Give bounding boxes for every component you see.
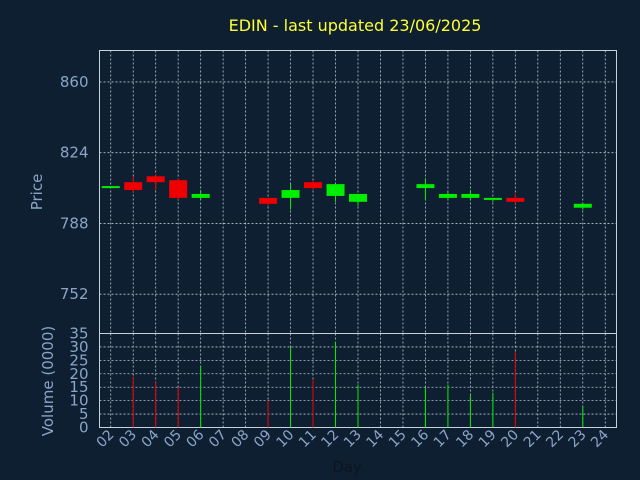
x-tick-label: 09 [251, 427, 275, 451]
x-tick-label: 07 [206, 427, 230, 451]
candle-body [146, 176, 165, 183]
x-tick-label: 02 [94, 427, 118, 451]
x-tick-label: 20 [498, 427, 522, 451]
x-tick-label: 10 [273, 427, 297, 451]
x-tick-label: 19 [476, 427, 500, 451]
x-axis: 0203040506070809101112131415161718192021… [94, 427, 612, 451]
x-tick-label: 04 [139, 427, 163, 451]
x-tick-label: 18 [453, 427, 477, 451]
volume-tick-label: 30 [69, 338, 88, 356]
x-tick-label: 08 [229, 427, 253, 451]
candle-body [416, 184, 435, 189]
x-tick-label: 15 [386, 427, 410, 451]
chart-title: EDIN - last updated 23/06/2025 [229, 16, 482, 35]
candle-body [438, 193, 457, 198]
candle-body [506, 197, 525, 202]
volume-tick-label: 25 [69, 351, 88, 369]
volume-tick-label: 10 [69, 392, 88, 410]
candle-body [124, 182, 143, 191]
x-axis-label: Day [332, 458, 362, 476]
x-tick-label: 24 [588, 427, 612, 451]
x-tick-label: 21 [521, 427, 545, 451]
price-tick-label: 752 [60, 285, 89, 303]
candle-body [349, 193, 367, 202]
candle-body [191, 193, 210, 198]
candle-body [169, 180, 188, 198]
x-tick-label: 05 [161, 427, 185, 451]
x-tick-label: 23 [566, 427, 590, 451]
x-tick-label: 13 [341, 427, 365, 451]
candles [101, 174, 592, 210]
price-tick-label: 860 [60, 73, 89, 91]
volume-tick-label: 5 [79, 405, 89, 423]
candle-body [304, 182, 323, 189]
price-axis-label: Price [28, 174, 46, 211]
candle-body [483, 197, 502, 200]
volume-tick-label: 20 [69, 365, 88, 383]
volume-tick-label: 15 [69, 378, 88, 396]
candle-body [281, 190, 300, 198]
x-tick-label: 22 [543, 427, 567, 451]
candle-body [326, 184, 345, 196]
volume-tick-label: 35 [69, 325, 88, 343]
candle-body [259, 197, 278, 204]
volume-tick-label: 0 [79, 419, 89, 437]
price-tick-label: 824 [60, 144, 89, 162]
candle-body [101, 186, 120, 189]
candle-body [573, 203, 592, 208]
x-tick-label: 17 [431, 427, 455, 451]
volume-bars [132, 341, 584, 428]
price-tick-label: 788 [60, 214, 89, 232]
x-tick-label: 11 [296, 427, 320, 451]
volume-axis-label: Volume (0000) [39, 326, 57, 436]
x-tick-label: 16 [408, 427, 432, 451]
x-tick-label: 12 [318, 427, 342, 451]
x-tick-label: 14 [363, 427, 387, 451]
x-tick-label: 06 [184, 427, 208, 451]
price-axis: 752 788 824 860 [60, 73, 89, 303]
candle-body [461, 193, 480, 198]
x-tick-label: 03 [116, 427, 140, 451]
